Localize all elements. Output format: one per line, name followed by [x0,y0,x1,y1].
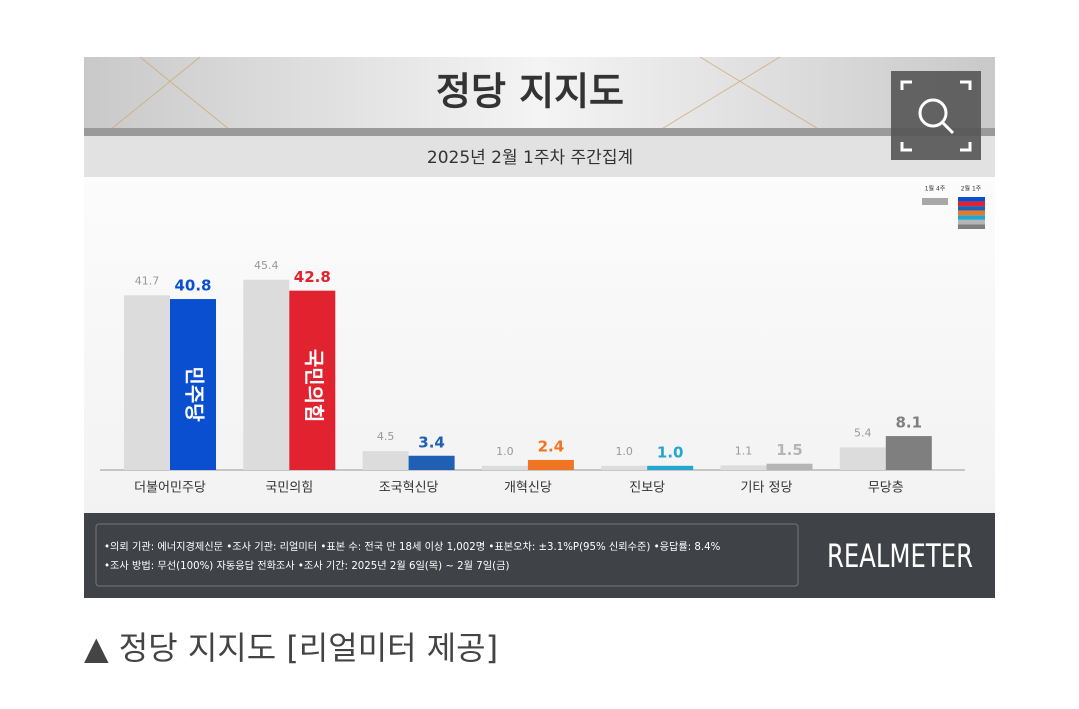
bar [601,465,648,470]
value-label: 1.1 [735,444,753,457]
value-label: 40.8 [174,277,211,295]
zoom-handle [941,121,955,135]
caption: ▲ 정당 지지도 [리얼미터 제공] [84,629,498,667]
bar [647,465,694,470]
value-label: 1.0 [615,445,633,458]
legend-swatch [958,201,985,207]
zoom-lens [918,98,948,128]
header-band [84,57,995,130]
header-deco [109,56,821,131]
value-label: 1.0 [657,443,684,461]
x-tick-label: 무당층 [868,481,904,496]
bar [289,290,336,470]
value-label: 41.7 [135,274,160,287]
notes-box [95,523,799,587]
value-label: 3.4 [418,433,445,451]
legend-label: 2월 1주 [961,185,982,193]
value-label: 5.4 [854,426,872,439]
legend-swatch [958,206,985,211]
x-tick-label: 진보당 [629,481,665,496]
legend-swatch [958,224,985,229]
note: •조사 방법: 무선(100%) 자동응답 전화조사 •조사 기간: 2025년… [104,560,509,572]
chart-title: 정당 지지도 [436,70,624,114]
zoom-bg[interactable] [891,71,981,160]
bar [720,465,767,470]
bar [766,463,813,470]
note: •의뢰 기관: 에너지경제신문 •조사 기관: 리얼미터 •표본 수: 전국 만… [104,540,721,553]
legend-swatch [958,215,985,220]
zoom-button[interactable] [891,71,981,160]
bar [481,465,528,470]
bar [839,447,886,470]
x-tick-label: 개혁신당 [504,481,552,496]
x-tick-label: 더불어민주당 [134,481,206,496]
subtitle-band [84,136,995,177]
chart-subtitle: 2025년 2월 1주차 주간집계 [427,148,633,168]
value-label: 42.8 [294,268,331,286]
legend-swatch [922,198,948,205]
value-label: 1.5 [776,441,803,459]
legend-swatch [958,197,985,202]
brand: REALMETER [827,537,973,575]
x-tick-label: 조국혁신당 [379,481,439,496]
bar [124,295,170,470]
bar [408,455,455,470]
bar [170,299,216,470]
bar [885,436,932,470]
bar-text: 민주당 [183,366,207,422]
value-label: 4.5 [377,430,395,443]
bar [527,459,574,470]
value-label: 8.1 [896,414,923,432]
value-label: 45.4 [254,259,279,272]
legend-label: 1월 4주 [925,185,946,193]
bar [362,451,409,470]
bar [243,279,290,470]
legend-swatch [958,219,985,225]
bar-text: 국민의힘 [302,349,326,423]
footer-band [84,513,995,598]
legend-swatch [958,210,985,216]
x-tick-label: 국민의힘 [265,481,313,496]
header-stripe [84,128,995,136]
value-label: 1.0 [496,445,514,458]
zoom-frame [900,80,972,152]
x-tick-label: 기타 정당 [741,481,793,496]
value-label: 2.4 [538,437,565,455]
